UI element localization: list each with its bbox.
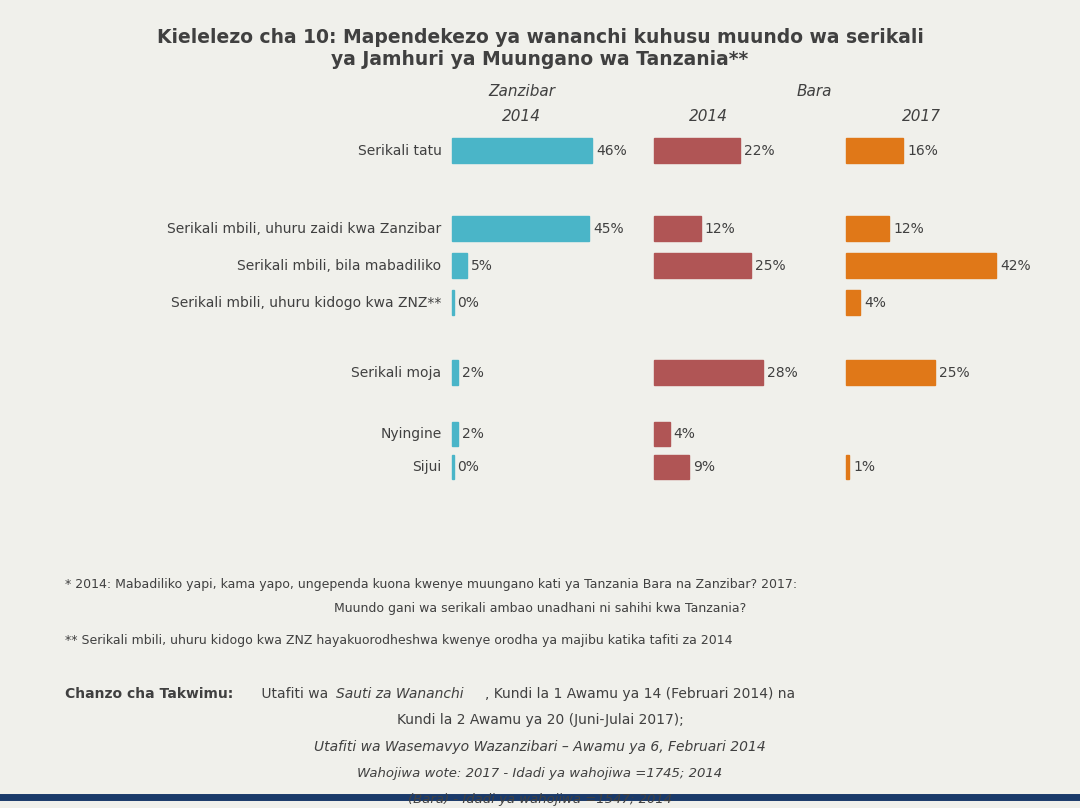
Bar (654, 455, 689, 479)
Text: 0%: 0% (457, 296, 478, 309)
Text: 12%: 12% (705, 221, 735, 236)
Text: Serikali mbili, uhuru kidogo kwa ZNZ**: Serikali mbili, uhuru kidogo kwa ZNZ** (171, 296, 442, 309)
Text: Chanzo cha Takwimu:: Chanzo cha Takwimu: (65, 687, 233, 701)
Text: ya Jamhuri ya Muungano wa Tanzania**: ya Jamhuri ya Muungano wa Tanzania** (332, 50, 748, 69)
Text: 42%: 42% (1000, 259, 1031, 272)
Text: Wahojiwa wote: 2017 - Idadi ya wahojiwa =1745; 2014: Wahojiwa wote: 2017 - Idadi ya wahojiwa … (357, 767, 723, 780)
Text: * 2014: Mabadiliko yapi, kama yapo, ungependa kuona kwenye muungano kati ya Tanz: * 2014: Mabadiliko yapi, kama yapo, unge… (65, 578, 797, 591)
Text: Kielelezo cha 10: Mapendekezo ya wananchi kuhusu muundo wa serikali: Kielelezo cha 10: Mapendekezo ya wananch… (157, 28, 923, 48)
Text: Sijui: Sijui (413, 460, 442, 474)
Text: 28%: 28% (767, 365, 798, 380)
Text: Serikali mbili, uhuru zaidi kwa Zanzibar: Serikali mbili, uhuru zaidi kwa Zanzibar (167, 221, 442, 236)
Bar (846, 360, 935, 385)
Bar (654, 217, 701, 241)
Bar (451, 217, 589, 241)
Bar (451, 138, 592, 163)
Bar (846, 455, 850, 479)
Text: Zanzibar: Zanzibar (488, 84, 555, 99)
Text: , Kundi la 1 Awamu ya 14 (Februari 2014) na: , Kundi la 1 Awamu ya 14 (Februari 2014)… (485, 687, 795, 701)
Text: 16%: 16% (907, 144, 939, 158)
Text: 9%: 9% (693, 460, 715, 474)
Bar (654, 254, 752, 278)
Text: 2014: 2014 (689, 109, 728, 124)
Text: 25%: 25% (940, 365, 970, 380)
Text: 2014: 2014 (502, 109, 541, 124)
Text: 2%: 2% (462, 365, 484, 380)
Text: Kundi la 2 Awamu ya 20 (Juni-Julai 2017);: Kundi la 2 Awamu ya 20 (Juni-Julai 2017)… (396, 713, 684, 727)
Text: 2%: 2% (462, 427, 484, 441)
Text: Bara: Bara (797, 84, 833, 99)
Text: (Bara) - Idadi ya wahojiwa =1547; 2014: (Bara) - Idadi ya wahojiwa =1547; 2014 (408, 793, 672, 806)
Bar (451, 254, 467, 278)
Bar (451, 290, 455, 315)
Text: Sauti za Wananchi: Sauti za Wananchi (336, 687, 463, 701)
Text: ** Serikali mbili, uhuru kidogo kwa ZNZ hayakuorodheshwa kwenye orodha ya majibu: ** Serikali mbili, uhuru kidogo kwa ZNZ … (65, 634, 732, 647)
Text: Serikali mbili, bila mabadiliko: Serikali mbili, bila mabadiliko (238, 259, 442, 272)
Text: Nyingine: Nyingine (380, 427, 442, 441)
Text: 4%: 4% (864, 296, 887, 309)
Text: 12%: 12% (893, 221, 923, 236)
Text: 5%: 5% (471, 259, 494, 272)
Text: 2017: 2017 (902, 109, 941, 124)
Bar (654, 138, 740, 163)
Text: 0%: 0% (457, 460, 478, 474)
Text: Utafiti wa: Utafiti wa (257, 687, 333, 701)
Text: 1%: 1% (853, 460, 876, 474)
Text: 4%: 4% (674, 427, 696, 441)
Bar (846, 254, 996, 278)
Text: Serikali tatu: Serikali tatu (357, 144, 442, 158)
Text: Utafiti wa Wasemavyo Wazanzibari – Awamu ya 6, Februari 2014: Utafiti wa Wasemavyo Wazanzibari – Awamu… (314, 740, 766, 754)
Text: 46%: 46% (596, 144, 626, 158)
Bar (451, 360, 458, 385)
Text: Muundo gani wa serikali ambao unadhani ni sahihi kwa Tanzania?: Muundo gani wa serikali ambao unadhani n… (334, 602, 746, 615)
Bar (451, 455, 455, 479)
Bar (654, 422, 670, 447)
Bar (654, 360, 762, 385)
Bar (451, 422, 458, 447)
Bar (846, 217, 889, 241)
Text: 45%: 45% (593, 221, 623, 236)
Text: Serikali moja: Serikali moja (351, 365, 442, 380)
Text: 22%: 22% (744, 144, 774, 158)
Text: 25%: 25% (755, 259, 786, 272)
Bar (846, 290, 860, 315)
Bar (846, 138, 903, 163)
